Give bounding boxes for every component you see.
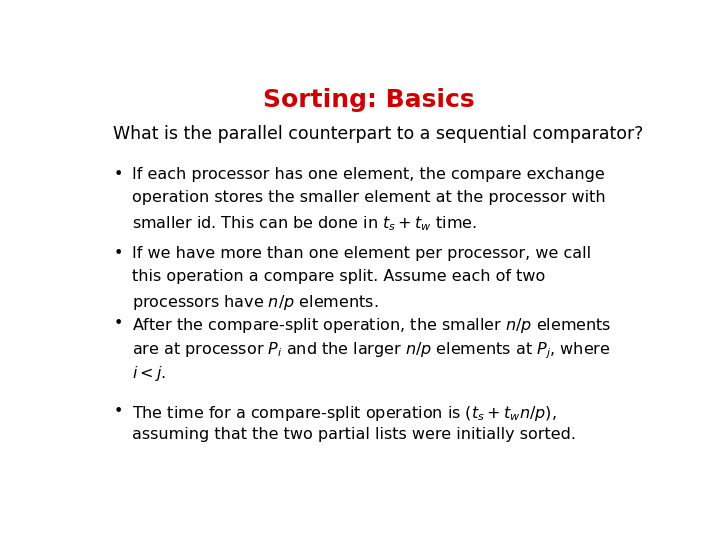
Text: If we have more than one element per processor, we call: If we have more than one element per pro… — [132, 246, 591, 261]
Text: What is the parallel counterpart to a sequential comparator?: What is the parallel counterpart to a se… — [114, 125, 644, 143]
Text: operation stores the smaller element at the processor with: operation stores the smaller element at … — [132, 191, 606, 205]
Text: After the compare-split operation, the smaller $n/p$ elements: After the compare-split operation, the s… — [132, 316, 611, 335]
Text: •: • — [114, 404, 123, 418]
Text: The time for a compare-split operation is $(t_s+ t_w n/p)$,: The time for a compare-split operation i… — [132, 404, 557, 423]
Text: If each processor has one element, the compare exchange: If each processor has one element, the c… — [132, 167, 605, 181]
Text: Sorting: Basics: Sorting: Basics — [264, 87, 474, 112]
Text: $i < j.$: $i < j.$ — [132, 364, 166, 383]
Text: this operation a compare split. Assume each of two: this operation a compare split. Assume e… — [132, 269, 545, 285]
Text: processors have $n/p$ elements.: processors have $n/p$ elements. — [132, 293, 378, 312]
Text: •: • — [114, 246, 123, 261]
Text: •: • — [114, 167, 123, 181]
Text: assuming that the two partial lists were initially sorted.: assuming that the two partial lists were… — [132, 427, 576, 442]
Text: smaller id. This can be done in $t_s + t_w$ time.: smaller id. This can be done in $t_s + t… — [132, 214, 477, 233]
Text: are at processor $P_i$ and the larger $n/p$ elements at $P_j$, where: are at processor $P_i$ and the larger $n… — [132, 340, 611, 361]
Text: •: • — [114, 316, 123, 332]
